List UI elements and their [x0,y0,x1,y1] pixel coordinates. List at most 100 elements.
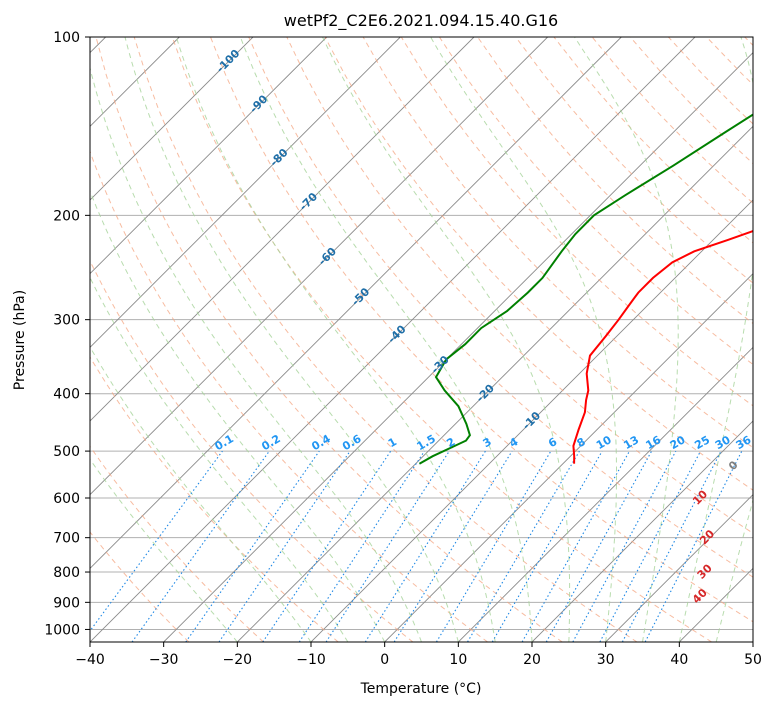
dry-adiabat-label: -90 [247,92,270,115]
isotherm-line [163,52,753,642]
mixing-ratio-line [467,450,580,642]
isotherm-line [90,37,696,642]
temperature-profile-line [572,229,753,464]
x-tick-label: 50 [744,652,762,668]
plot-frame [89,36,754,643]
isotherm-line [531,420,753,642]
mixing-ratio-label: 16 [643,433,663,452]
profile-series [418,113,753,465]
dry-adiabat-label: -80 [267,146,290,169]
isotherm-line [384,273,753,642]
isotherm-line [458,346,753,642]
dry-adiabat [90,259,414,642]
moist-adiabat-label: 30 [695,561,715,581]
dry-adiabat [438,37,753,366]
moist-adiabat-label: 40 [690,586,710,606]
dry-adiabat [90,150,488,642]
mixing-ratio-line [262,450,392,642]
mixing-ratio-label: 1 [386,435,399,450]
mixing-ratio-line [325,450,450,642]
dry-adiabat [248,37,753,578]
mixing-ratio-label: 0.2 [259,432,282,453]
mixing-ratio-label: 6 [546,435,559,450]
dry-adiabat [668,37,753,125]
mixing-ratio-line [644,450,743,642]
dry-adiabat-label: -60 [316,245,339,268]
mixing-ratio-label: 8 [575,435,588,450]
dry-adiabat-label: -50 [349,285,372,308]
pressure-gridlines [90,37,753,630]
moist-adiabat [574,37,679,642]
moist-adiabat [715,498,753,642]
y-axis-ticks: 100 200 300 400 500 600 700 800 900 1000 [44,30,90,638]
x-tick-label: 30 [597,652,615,668]
mixing-ratio-line [364,450,486,642]
dry-adiabat [591,37,753,204]
isotherm-line [90,37,254,201]
mixing-ratio-label: 1.5 [415,432,438,453]
dry-adiabat [400,37,753,407]
dry-adiabat [706,37,753,86]
plot-area: -100-90-80-70-60-50-40-30-20-10010203040… [90,37,754,642]
dry-adiabat-label: -70 [297,190,320,213]
isotherms [90,37,753,642]
isotherm-line [237,125,753,642]
x-tick-label: 0 [380,652,389,668]
moist-adiabat-label: 0 [726,458,741,473]
chart-title: wetPf2_C2E6.2021.094.15.40.G16 [284,11,558,31]
y-tick-label: 600 [53,491,80,507]
y-tick-label: 400 [53,387,80,403]
mixing-ratio-label: 36 [734,433,754,452]
dry-adiabat [133,37,638,642]
mixing-ratio-line [521,450,630,642]
isotherm-line [605,494,753,642]
moist-adiabat [90,189,386,642]
mixing-ratio-line [572,450,677,642]
x-tick-label: −30 [149,652,179,668]
mixing-ratio-line [545,450,653,642]
moist-adiabats [90,37,753,642]
moist-adiabat [430,37,617,642]
mixing-ratio-label: 10 [594,433,614,452]
mixing-ratio-label: 13 [621,433,641,452]
isotherm-line [90,37,327,275]
x-tick-label: −20 [223,652,253,668]
mixing-ratio-label: 0.1 [212,432,235,453]
dry-adiabat [286,37,753,534]
mixing-ratio-line [435,450,552,642]
y-tick-label: 800 [53,565,80,581]
dry-adiabats [90,37,753,642]
x-tick-label: −10 [296,652,326,668]
moist-adiabat [124,37,459,642]
mixing-ratio-label: 30 [713,433,733,452]
mixing-ratio-label: 20 [668,433,688,452]
mixing-ratio-lines [90,450,743,642]
mixing-ratio-label: 2 [444,435,457,450]
moist-adiabat-label: 10 [690,487,710,507]
dry-adiabat [95,37,563,642]
isotherm-line [752,641,753,642]
x-axis-ticks: −40 −30 −20 −10 0 10 20 30 40 50 [75,642,762,668]
dry-adiabat [171,37,712,642]
moist-adiabat [90,65,422,642]
y-axis-label: Pressure (hPa) [12,290,28,390]
mixing-ratio-label: 0.4 [309,432,333,453]
mixing-ratio-line [90,450,223,632]
dry-adiabat [210,37,753,623]
y-tick-label: 900 [53,595,80,611]
dry-adiabat-label: -10 [520,409,543,432]
isotherm-line [90,37,401,348]
mixing-ratio-line [491,450,603,642]
isotherm-line [90,37,622,569]
mixing-ratio-label: 0.6 [340,432,364,453]
dry-adiabat [515,37,753,284]
dry-adiabat-label: -20 [474,381,497,404]
isotherm-line [90,37,475,422]
mixing-ratio-line [298,450,425,642]
moist-adiabat [322,37,571,642]
moist-adiabat [239,37,533,642]
x-tick-label: −40 [75,652,105,668]
x-tick-label: 20 [523,652,541,668]
y-tick-label: 700 [53,531,80,547]
